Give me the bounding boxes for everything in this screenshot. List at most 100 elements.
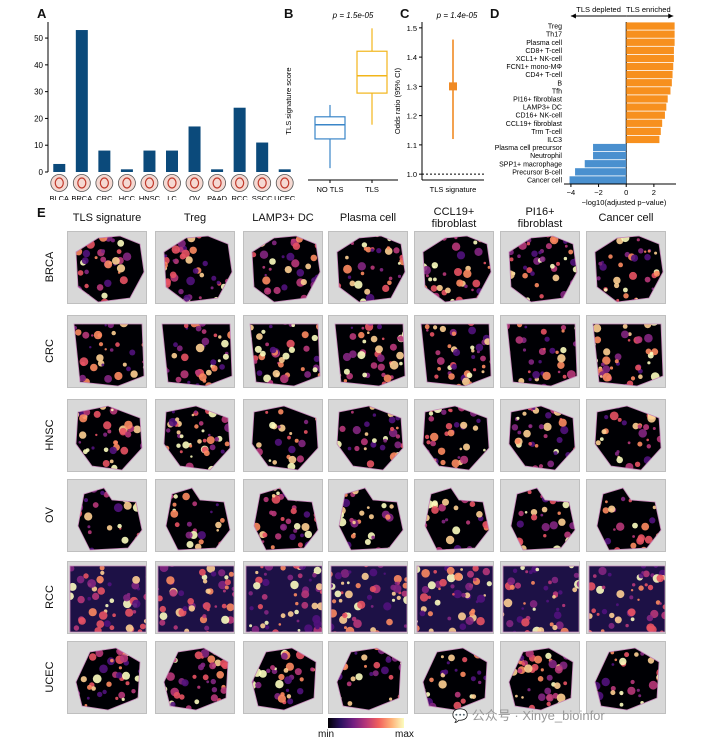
expression-spot (335, 319, 340, 324)
expression-spot (69, 256, 74, 261)
expression-spot (214, 605, 218, 608)
organ-icon (253, 174, 272, 192)
expression-spot (109, 459, 114, 464)
expression-spot (234, 326, 235, 329)
expression-spot (182, 492, 190, 501)
expression-spot (576, 431, 580, 438)
expression-spot (339, 384, 345, 386)
expression-spot (245, 697, 251, 703)
tissue-region (423, 648, 487, 710)
expression-spot (627, 488, 630, 489)
organ-icon (140, 174, 159, 192)
expression-spot (388, 416, 396, 424)
expression-spot (658, 643, 660, 645)
expression-spot (406, 405, 408, 408)
expression-spot (221, 409, 227, 415)
expression-spot (638, 429, 647, 438)
expression-spot (305, 702, 313, 710)
organ-icon (163, 174, 181, 192)
expression-spot (211, 687, 218, 693)
tissue-region (335, 319, 405, 386)
expression-spot (490, 276, 491, 283)
expression-spot (595, 296, 605, 302)
expression-spot (278, 361, 284, 368)
expression-spot (115, 672, 123, 679)
expression-spot (211, 275, 217, 281)
tissue-outline (336, 405, 404, 471)
expression-spot (638, 248, 644, 254)
expression-spot (103, 447, 109, 453)
expression-spot (396, 538, 402, 545)
expression-spot (644, 535, 653, 544)
expression-spot (348, 301, 354, 302)
expression-spot (464, 284, 468, 289)
tissue-background (509, 406, 575, 470)
expression-spot (198, 296, 202, 300)
expression-spot (166, 501, 168, 505)
expression-spot (651, 400, 656, 405)
expression-spot (82, 331, 90, 339)
expression-spot (637, 424, 642, 429)
x-tick-label: OV (189, 194, 200, 200)
expression-spot (402, 489, 403, 495)
expression-spot (343, 650, 349, 656)
expression-spot (179, 694, 185, 700)
expression-spot (178, 590, 185, 597)
expression-spot (394, 488, 401, 490)
y-tick-label: 0 (39, 168, 44, 177)
expression-spot (508, 383, 511, 386)
expression-spot (347, 446, 352, 451)
expression-spot (316, 407, 318, 412)
expression-spot (166, 496, 167, 504)
expression-spot (88, 300, 91, 302)
expression-spot (68, 484, 72, 490)
expression-spot (215, 503, 219, 507)
expression-spot (636, 688, 640, 692)
expression-spot (454, 268, 462, 276)
expression-spot (297, 542, 303, 548)
expression-spot (353, 619, 362, 628)
expression-spot (262, 276, 271, 285)
expression-spot (486, 507, 489, 512)
bar-0 (626, 22, 675, 30)
row-label-brca: BRCA (44, 251, 56, 283)
expression-spot (231, 411, 235, 415)
expression-spot (626, 380, 634, 386)
expression-spot (115, 696, 119, 700)
expression-spot (472, 279, 481, 288)
expression-spot (337, 419, 338, 426)
expression-spot (460, 568, 463, 571)
expression-spot (275, 533, 282, 540)
spatial-map-tile (67, 231, 147, 304)
expression-spot (169, 271, 177, 279)
expression-spot (116, 264, 126, 273)
expression-spot (637, 598, 640, 601)
column-title-5: PI16+ fibroblast (517, 206, 563, 230)
expression-spot (399, 361, 403, 366)
spatial-map-tile (414, 399, 494, 472)
expression-spot (286, 252, 295, 261)
expression-spot (76, 662, 80, 668)
expression-spot (300, 406, 309, 412)
expression-spot (318, 325, 320, 333)
expression-spot (566, 465, 575, 470)
expression-spot (637, 491, 645, 499)
expression-spot (266, 488, 274, 491)
expression-spot (124, 420, 133, 430)
expression-spot (181, 679, 189, 687)
expression-spot (538, 464, 544, 469)
expression-spot (501, 496, 506, 502)
organ-shape-icon (122, 177, 132, 189)
expression-spot (388, 674, 394, 680)
expression-spot (198, 469, 203, 470)
expression-spot (250, 382, 257, 386)
x-tick-label: −2 (594, 188, 603, 197)
expression-spot (428, 411, 434, 416)
expression-spot (162, 362, 163, 367)
expression-spot (459, 623, 467, 630)
expression-spot (79, 642, 86, 648)
bar-rcc (233, 107, 246, 172)
expression-spot (546, 599, 549, 603)
expression-spot (312, 573, 317, 578)
expression-spot (624, 652, 630, 658)
